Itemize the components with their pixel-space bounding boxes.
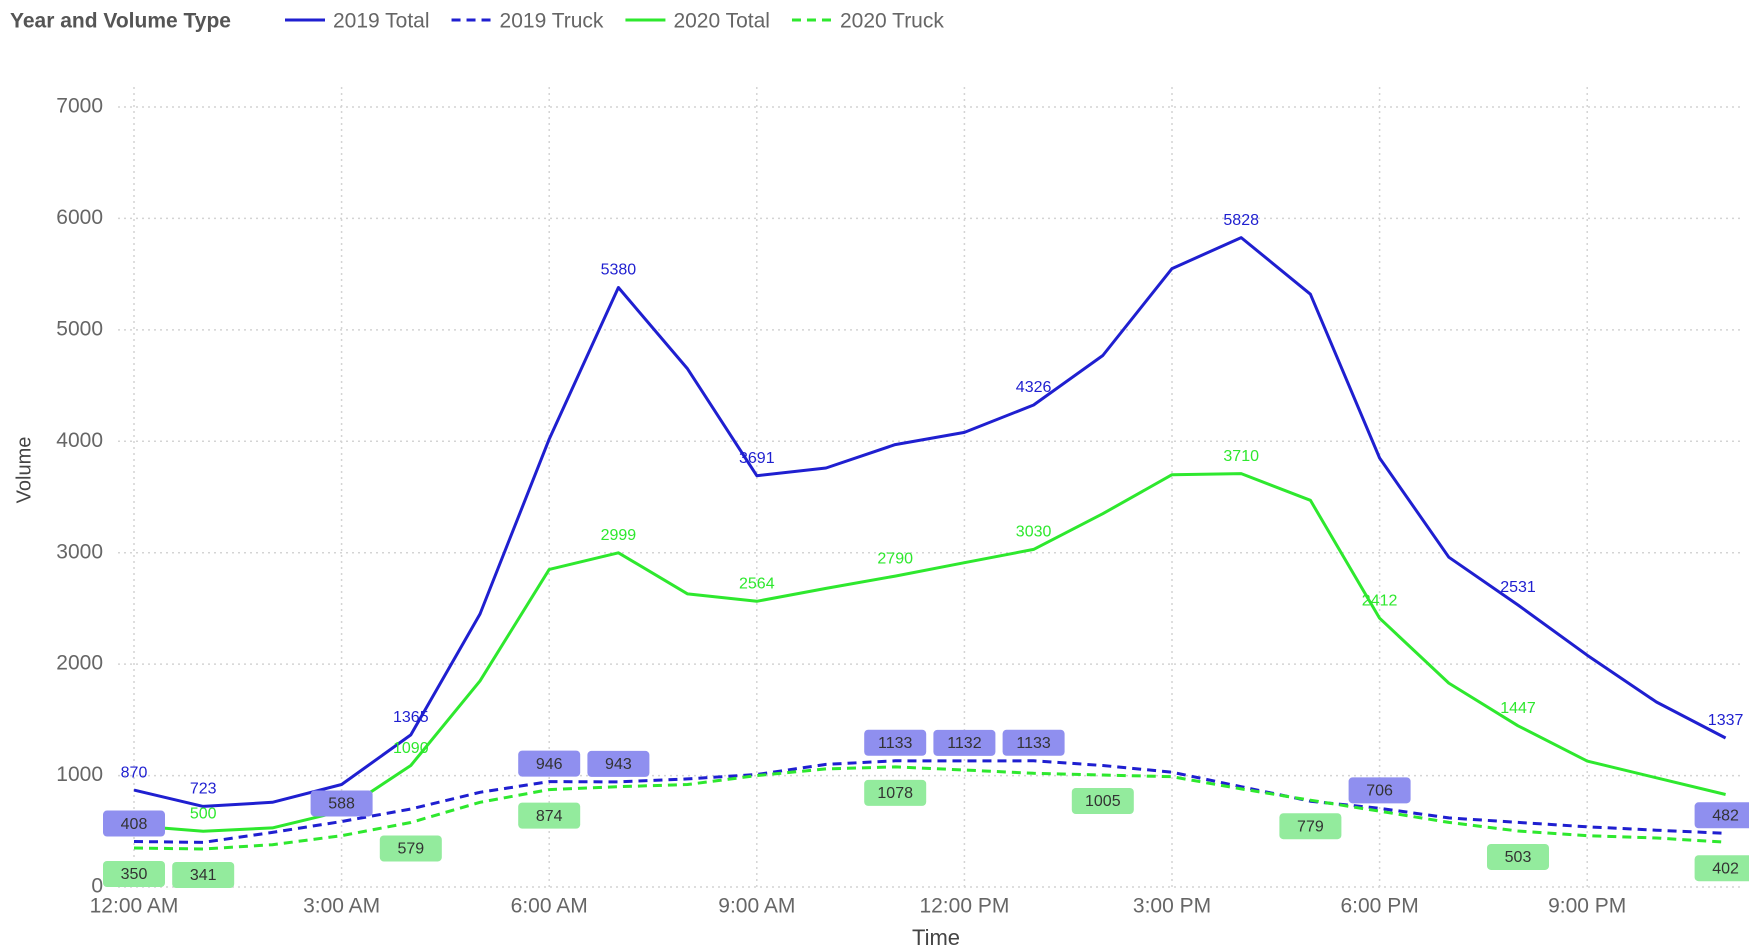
data-label-box [587,750,650,777]
series-line [133,236,1727,808]
data-label: 1078 [877,785,913,802]
data-label: 943 [605,756,632,773]
data-label: 503 [1505,849,1532,866]
data-label: 870 [121,764,148,781]
data-label: 579 [397,841,424,858]
data-label: 482 [1712,808,1739,825]
data-label-box [1487,843,1549,870]
x-tick-label: 6:00 PM [1340,895,1418,918]
y-axis-title: Volume [13,437,35,504]
series-line [133,759,1726,844]
data-label-box [518,802,581,829]
data-label: 1090 [393,740,429,757]
data-label: 5828 [1223,212,1259,229]
data-label-box [379,835,442,862]
data-label: 500 [190,806,217,823]
legend-label: 2019 Truck [500,10,604,33]
data-label: 3710 [1223,448,1259,465]
data-label: 706 [1366,783,1393,800]
data-label: 2412 [1362,592,1398,609]
data-label-box [1348,777,1411,804]
x-tick-label: 12:00 AM [90,895,179,918]
y-tick-label: 0 [91,875,103,898]
y-tick-label: 6000 [56,206,103,229]
y-tick-label: 3000 [56,540,103,563]
data-label: 2531 [1500,579,1536,596]
data-label: 1447 [1500,700,1536,717]
y-tick-label: 5000 [56,317,103,340]
data-label: 1365 [393,709,429,726]
data-label: 2564 [739,576,775,593]
series-line [133,765,1726,851]
data-label-box [310,790,373,817]
data-label-box [1694,802,1749,829]
data-label: 1133 [878,735,913,752]
data-label: 341 [190,867,217,884]
data-label: 4326 [1016,379,1052,396]
data-label: 1132 [947,735,982,752]
x-tick-label: 3:00 AM [303,895,380,918]
y-tick-label: 4000 [56,429,103,452]
data-label-box [1279,813,1342,840]
data-label-box [864,779,927,806]
data-label-box [1071,788,1134,815]
series-line [133,472,1726,833]
legend-label: 2019 Total [333,10,430,33]
data-label-box [1694,855,1749,882]
y-tick-label: 1000 [56,763,103,786]
data-label: 5380 [601,262,637,279]
data-label-box [864,729,927,756]
data-label: 779 [1297,818,1324,835]
data-label: 874 [536,808,563,825]
y-tick-label: 2000 [56,652,103,675]
data-label: 2999 [601,527,637,544]
data-label-box [1002,729,1065,756]
data-label: 1133 [1016,735,1051,752]
x-tick-label: 6:00 AM [511,895,588,918]
data-label: 3030 [1016,524,1052,541]
y-tick-label: 7000 [56,95,103,118]
data-label: 588 [328,796,355,813]
data-label: 1337 [1708,712,1744,729]
data-label-box [518,750,581,777]
data-label: 723 [190,781,217,798]
x-tick-label: 9:00 AM [718,895,795,918]
legend-title: Year and Volume Type [10,10,231,33]
data-label: 1005 [1085,793,1121,810]
x-tick-label: 12:00 PM [919,895,1009,918]
data-label-box [103,810,165,837]
x-tick-label: 3:00 PM [1133,895,1211,918]
data-label: 3691 [739,450,775,467]
data-label-box [172,862,235,889]
legend-label: 2020 Total [673,10,770,33]
x-axis-title: Time [912,925,960,950]
data-label-box [933,729,996,756]
x-tick-label: 9:00 PM [1548,895,1626,918]
data-label: 350 [121,866,148,883]
data-label: 2790 [877,550,913,567]
legend-label: 2020 Truck [840,10,944,33]
data-label: 408 [121,816,148,833]
data-label: 946 [536,756,563,773]
data-label-box [103,861,165,887]
data-label: 402 [1712,860,1739,877]
